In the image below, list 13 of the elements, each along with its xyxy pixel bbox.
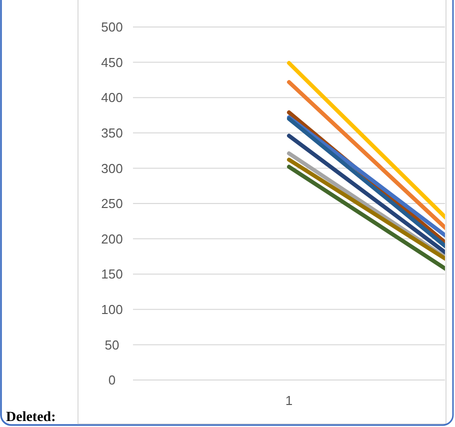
text: Deleted:: [6, 410, 56, 425]
y-tick-label: 500: [101, 20, 123, 35]
y-tick-label: 400: [101, 90, 123, 106]
y-tick-label: 450: [101, 54, 123, 70]
y-tick-label: 150: [101, 266, 123, 282]
y-tick-label: 350: [101, 125, 123, 140]
x-tick-label: 1: [285, 393, 293, 408]
y-tick-label: 0: [108, 372, 116, 388]
y-tick-label: 200: [101, 231, 123, 246]
y-tick-label: 300: [101, 160, 123, 176]
y-tick-label: 100: [101, 302, 123, 317]
y-tick-label: 50: [104, 337, 120, 352]
y-tick-label: 250: [101, 196, 123, 212]
